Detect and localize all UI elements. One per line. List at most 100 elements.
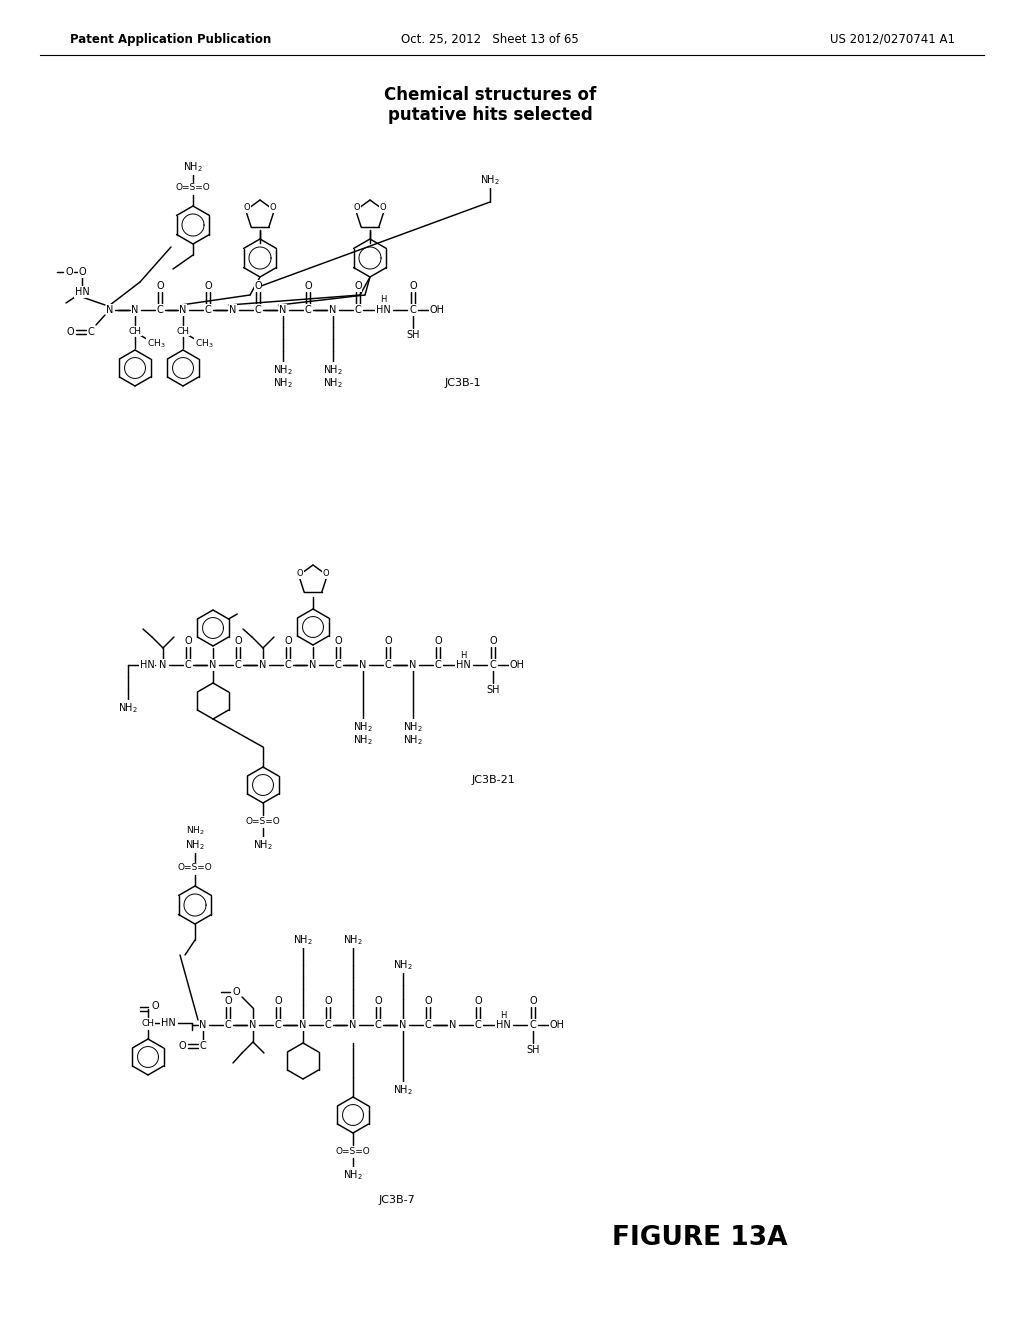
Text: NH$_2$: NH$_2$ (183, 160, 203, 174)
Text: JC3B-21: JC3B-21 (471, 775, 515, 785)
Text: O: O (224, 997, 231, 1006)
Text: N: N (359, 660, 367, 671)
Text: FIGURE 13A: FIGURE 13A (612, 1225, 787, 1251)
Text: O: O (353, 203, 360, 213)
Text: C: C (205, 305, 211, 315)
Text: N: N (131, 305, 138, 315)
Text: OH: OH (550, 1020, 564, 1030)
Text: NH$_2$: NH$_2$ (393, 958, 413, 972)
Text: C: C (234, 660, 242, 671)
Text: N: N (259, 660, 266, 671)
Text: O: O (325, 997, 332, 1006)
Text: HN: HN (456, 660, 470, 671)
Text: O: O (374, 997, 382, 1006)
Text: HN: HN (139, 660, 155, 671)
Text: O: O (424, 997, 432, 1006)
Text: NH$_2$: NH$_2$ (480, 173, 500, 187)
Text: O: O (285, 636, 292, 645)
Text: Chemical structures of: Chemical structures of (384, 86, 596, 104)
Text: O: O (234, 636, 242, 645)
Text: NH$_2$: NH$_2$ (273, 376, 293, 389)
Text: N: N (229, 305, 237, 315)
Text: H: H (460, 651, 466, 660)
Text: HN: HN (75, 286, 89, 297)
Text: C: C (200, 1041, 207, 1051)
Text: HN: HN (496, 1020, 510, 1030)
Text: C: C (304, 305, 311, 315)
Text: C: C (274, 1020, 282, 1030)
Text: O: O (152, 1001, 159, 1011)
Text: O: O (297, 569, 303, 578)
Text: NH$_2$: NH$_2$ (343, 933, 362, 946)
Text: N: N (309, 660, 316, 671)
Text: O: O (384, 636, 392, 645)
Text: CH: CH (128, 326, 141, 335)
Text: O: O (323, 569, 330, 578)
Text: C: C (475, 1020, 481, 1030)
Text: NH$_2$: NH$_2$ (253, 838, 273, 851)
Text: putative hits selected: putative hits selected (388, 106, 592, 124)
Text: C: C (529, 1020, 537, 1030)
Text: N: N (349, 1020, 356, 1030)
Text: CH$_3$: CH$_3$ (195, 338, 213, 350)
Text: SH: SH (486, 685, 500, 696)
Text: JC3B-7: JC3B-7 (379, 1195, 416, 1205)
Text: C: C (375, 1020, 381, 1030)
Text: C: C (354, 305, 361, 315)
Text: C: C (489, 660, 497, 671)
Text: NH$_2$: NH$_2$ (353, 733, 373, 747)
Text: CH: CH (141, 1019, 155, 1027)
Text: O: O (354, 281, 361, 290)
Text: NH$_2$: NH$_2$ (343, 1168, 362, 1181)
Text: US 2012/0270741 A1: US 2012/0270741 A1 (830, 33, 955, 45)
Text: O=S=O: O=S=O (176, 183, 210, 193)
Text: O=S=O: O=S=O (246, 817, 281, 826)
Text: N: N (330, 305, 337, 315)
Text: O: O (489, 636, 497, 645)
Text: N: N (299, 1020, 306, 1030)
Text: NH$_2$: NH$_2$ (118, 701, 138, 715)
Text: O: O (157, 281, 164, 290)
Text: O: O (304, 281, 312, 290)
Text: NH$_2$: NH$_2$ (293, 933, 313, 946)
Text: O: O (434, 636, 441, 645)
Text: C: C (425, 1020, 431, 1030)
Text: N: N (399, 1020, 407, 1030)
Text: C: C (184, 660, 191, 671)
Text: HN: HN (161, 1018, 175, 1028)
Text: O=S=O: O=S=O (177, 863, 212, 873)
Text: N: N (450, 1020, 457, 1030)
Text: SH: SH (407, 330, 420, 341)
Text: N: N (280, 305, 287, 315)
Text: NH$_2$: NH$_2$ (393, 1084, 413, 1097)
Text: O: O (67, 327, 74, 337)
Text: N: N (106, 305, 114, 315)
Text: SH: SH (526, 1045, 540, 1055)
Text: O=S=O: O=S=O (336, 1147, 371, 1156)
Text: NH$_2$: NH$_2$ (273, 363, 293, 378)
Text: C: C (88, 327, 94, 337)
Text: C: C (285, 660, 292, 671)
Text: N: N (160, 660, 167, 671)
Text: NH$_2$: NH$_2$ (185, 838, 205, 851)
Text: C: C (157, 305, 164, 315)
Text: O: O (274, 997, 282, 1006)
Text: Oct. 25, 2012   Sheet 13 of 65: Oct. 25, 2012 Sheet 13 of 65 (401, 33, 579, 45)
Text: N: N (179, 305, 186, 315)
Text: C: C (385, 660, 391, 671)
Text: NH$_2$: NH$_2$ (323, 376, 343, 389)
Text: Patent Application Publication: Patent Application Publication (70, 33, 271, 45)
Text: O: O (254, 281, 262, 290)
Text: C: C (335, 660, 341, 671)
Text: O: O (474, 997, 482, 1006)
Text: NH$_2$: NH$_2$ (403, 721, 423, 734)
Text: OH: OH (510, 660, 524, 671)
Text: O: O (269, 203, 276, 213)
Text: H: H (380, 296, 386, 305)
Text: N: N (200, 1020, 207, 1030)
Text: O: O (244, 203, 250, 213)
Text: O: O (204, 281, 212, 290)
Text: OH: OH (429, 305, 444, 315)
Text: NH$_2$: NH$_2$ (353, 721, 373, 734)
Text: CH$_3$: CH$_3$ (146, 338, 165, 350)
